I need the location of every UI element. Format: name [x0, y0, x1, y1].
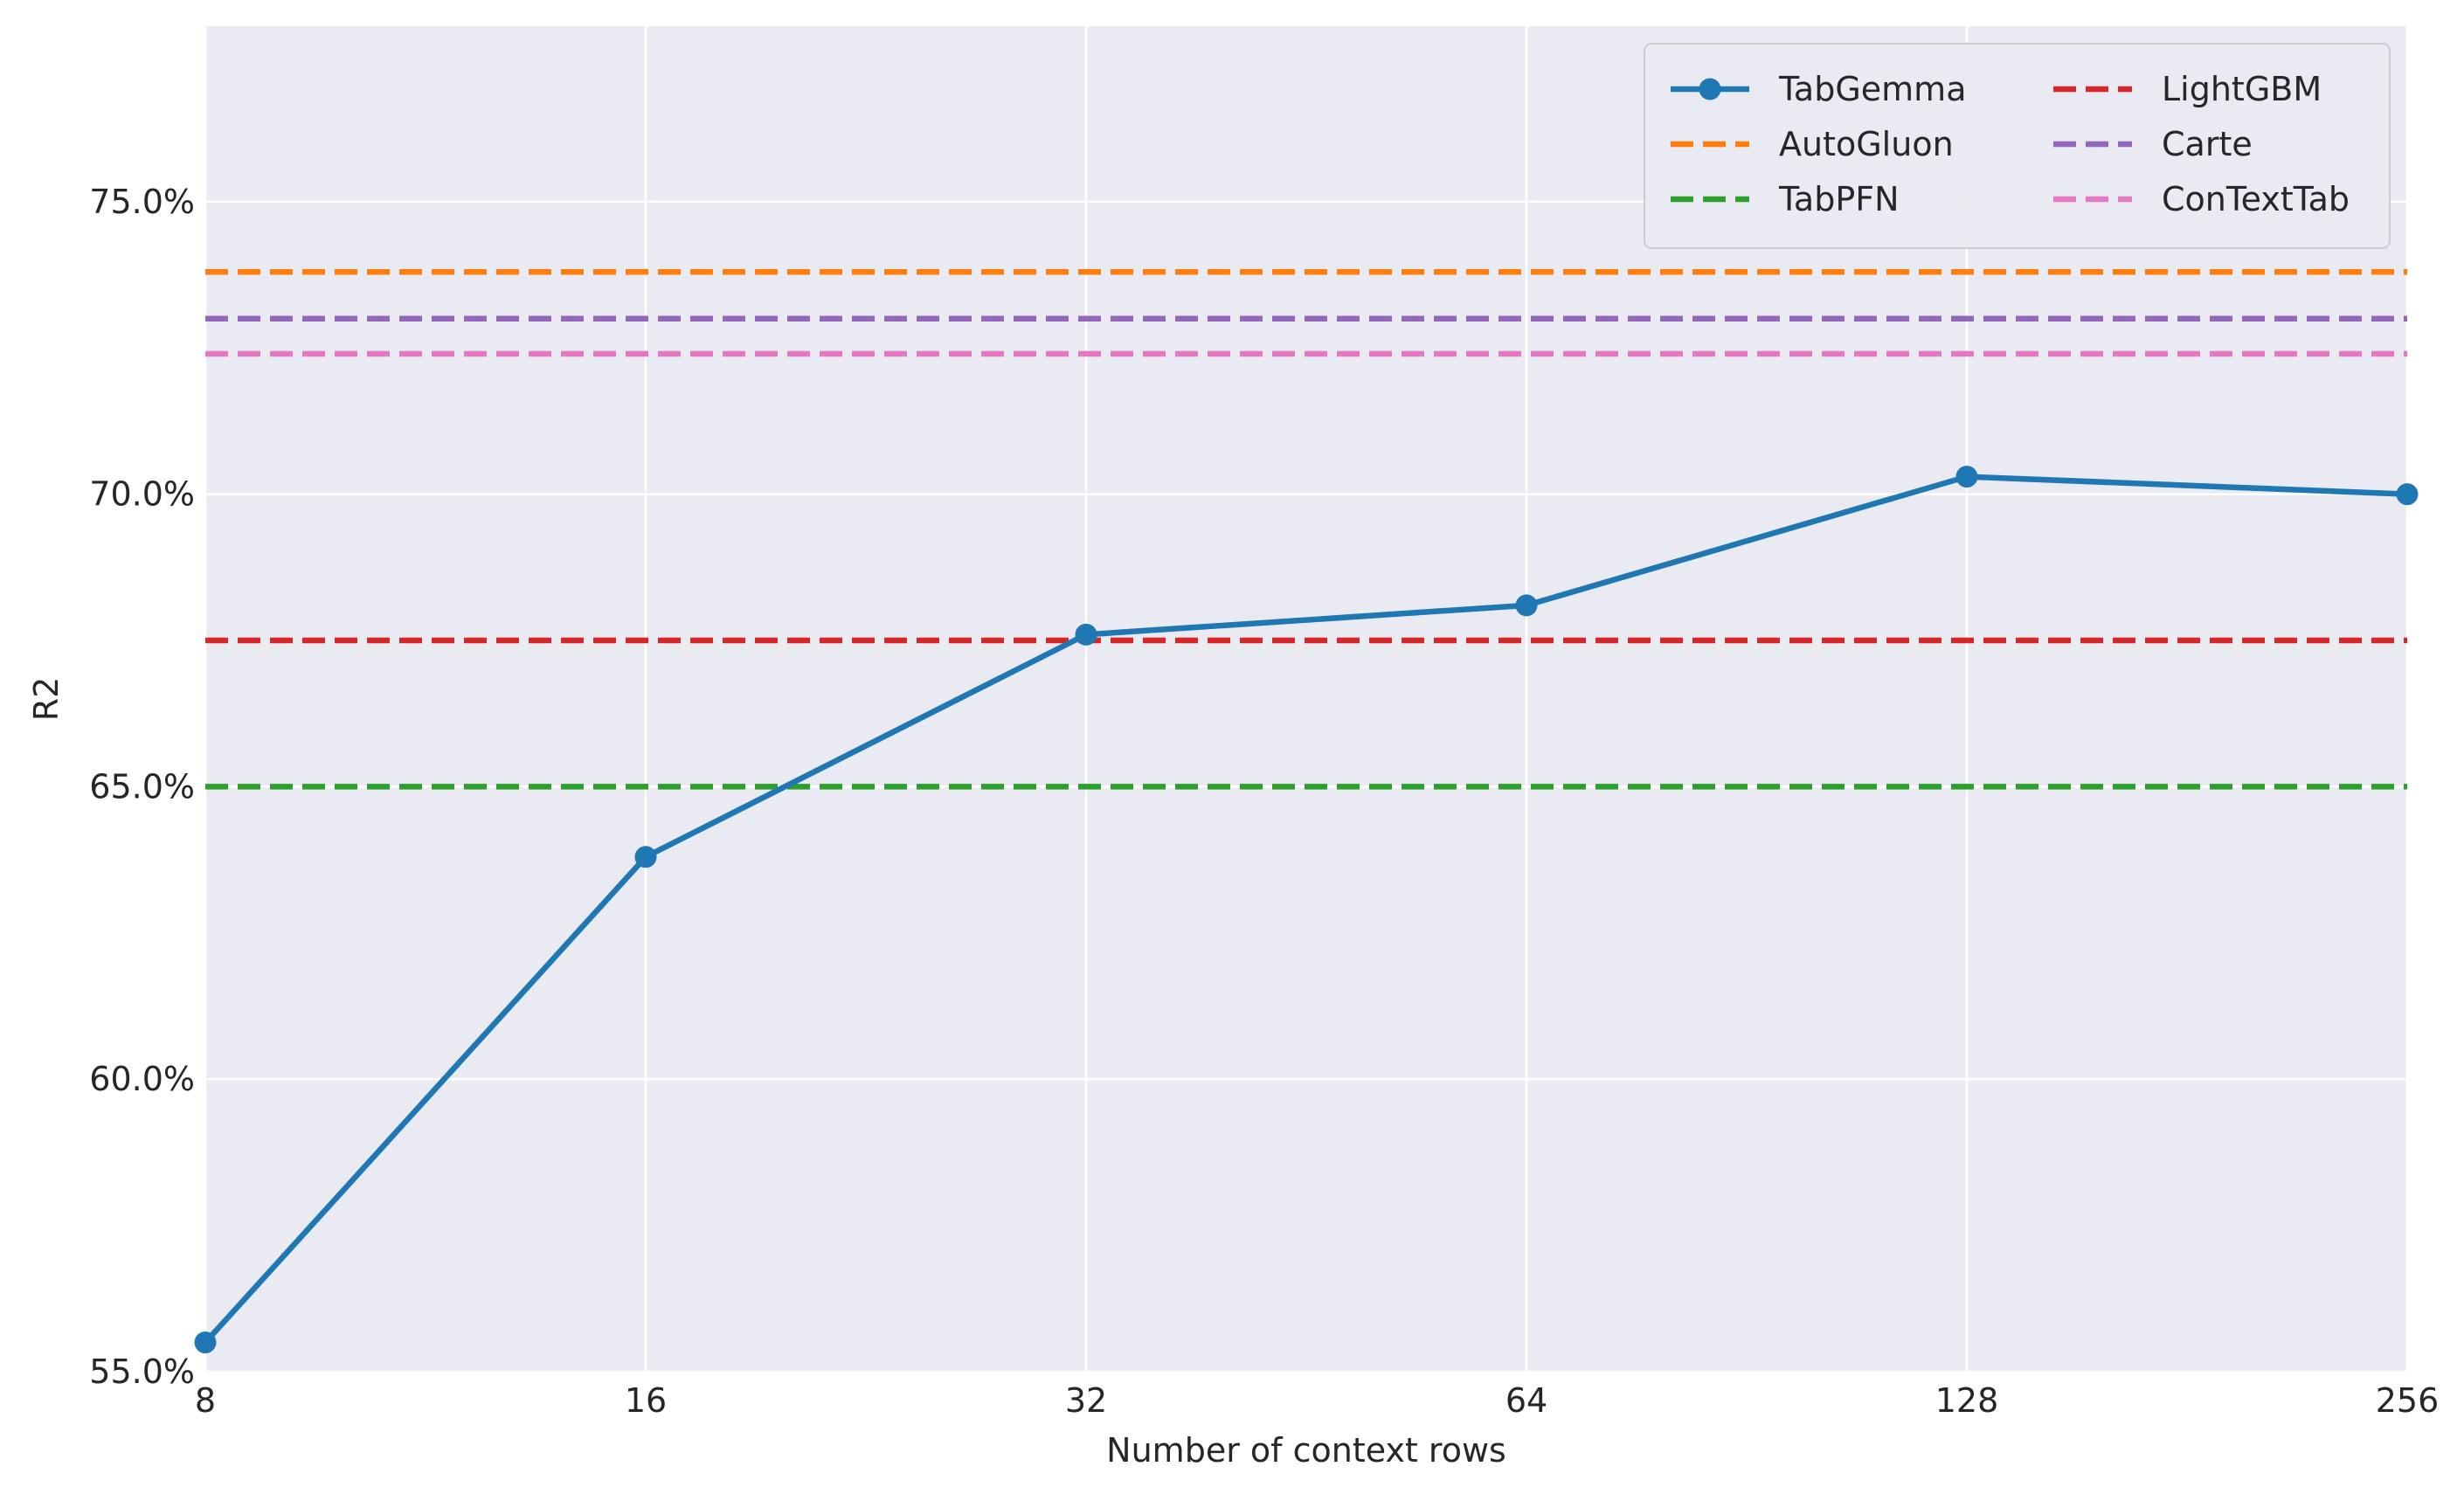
legend-label: LightGBM	[2162, 70, 2322, 108]
legend-box	[1644, 43, 2391, 249]
legend-marker	[1699, 78, 1721, 100]
data-point-tabgemma	[634, 846, 657, 868]
x-tick-label: 16	[625, 1381, 667, 1420]
data-point-tabgemma	[1075, 623, 1097, 646]
legend: TabGemma AutoGluon TabPFN LightGBM Carte ConT…	[1644, 43, 2391, 249]
x-tick-label: 256	[2376, 1381, 2440, 1420]
y-tick-label: 60.0%	[89, 1060, 195, 1098]
legend-label: AutoGluon	[1779, 125, 1954, 163]
data-point-tabgemma	[1955, 466, 1978, 488]
y-tick-label: 65.0%	[89, 767, 195, 806]
y-tick-label: 70.0%	[89, 475, 195, 514]
y-tick-label: 55.0%	[89, 1352, 195, 1391]
x-axis-ticks: 8 16 32 64 128 256	[195, 1381, 2439, 1420]
plot-background	[205, 26, 2407, 1372]
y-axis-ticks: 55.0% 60.0% 65.0% 70.0% 75.0%	[89, 183, 195, 1391]
data-point-tabgemma	[2396, 483, 2419, 506]
x-tick-label: 64	[1505, 1381, 1547, 1420]
y-axis-label: R2	[27, 677, 66, 722]
x-tick-label: 32	[1065, 1381, 1107, 1420]
x-tick-label: 128	[1935, 1381, 1999, 1420]
plot-area	[205, 268, 2407, 1345]
x-tick-label: 8	[195, 1381, 216, 1420]
legend-label: Carte	[2162, 125, 2253, 163]
data-point-tabgemma	[194, 1331, 217, 1354]
legend-label: ConTextTab	[2162, 180, 2350, 218]
data-point-tabgemma	[1515, 594, 1538, 617]
x-axis-label: Number of context rows	[1106, 1431, 1506, 1470]
line-tabgemma	[205, 474, 2407, 1345]
marker-layer	[194, 466, 2419, 1354]
legend-label: TabGemma	[1778, 70, 1966, 108]
y-tick-label: 75.0%	[89, 183, 195, 221]
series-layer	[194, 268, 2419, 1354]
legend-label: TabPFN	[1778, 180, 1900, 218]
